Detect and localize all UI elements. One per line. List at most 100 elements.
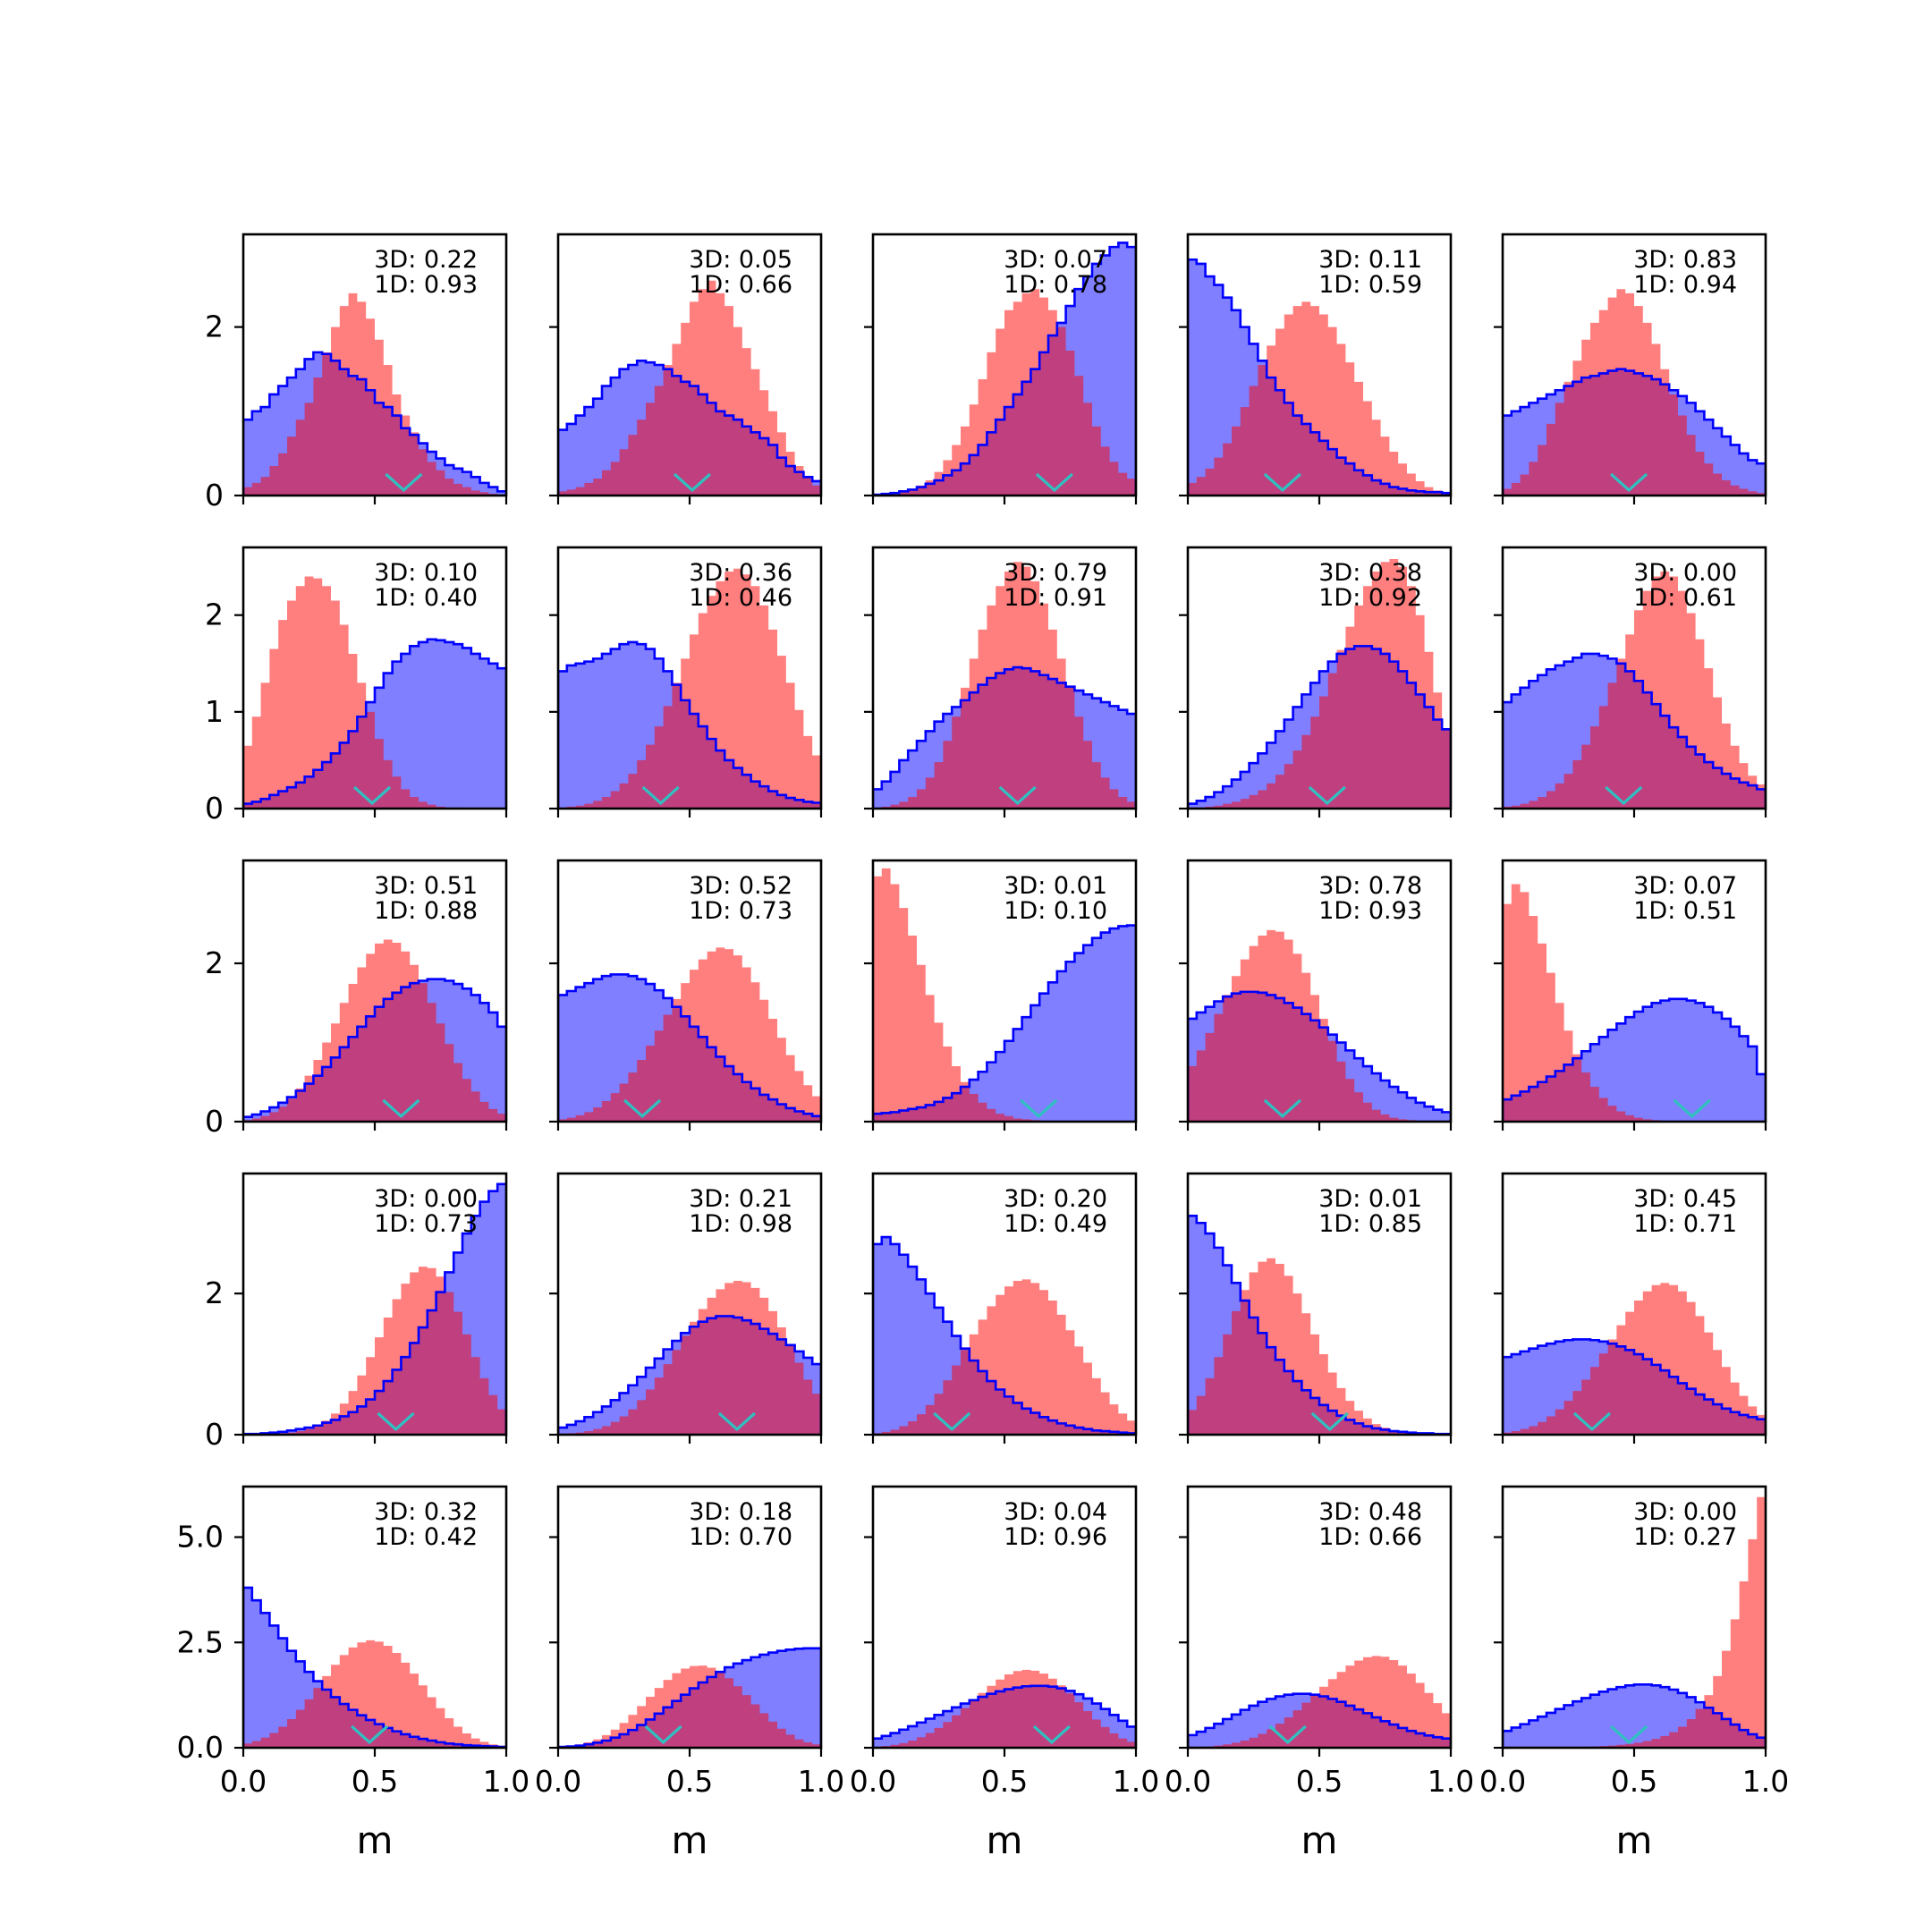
annotation-1d: 1D: 0.96 [1004, 1523, 1107, 1551]
annotation-3d: 3D: 0.48 [1318, 1498, 1422, 1526]
plot-area [243, 576, 506, 809]
series-b-fill [243, 576, 506, 809]
annotation-1d: 1D: 0.27 [1633, 1523, 1737, 1551]
y-tick-label: 5.0 [177, 1520, 224, 1555]
median-marker [1673, 1098, 1711, 1119]
series-b-fill [1188, 1258, 1451, 1435]
annotation-1d: 1D: 0.91 [1004, 584, 1107, 612]
annotation-3d: 3D: 0.00 [374, 1185, 478, 1213]
series-b-fill [1503, 884, 1766, 1122]
median-marker [1308, 785, 1346, 806]
y-tick-label: 0 [205, 478, 224, 513]
series-a-outline [1503, 1683, 1766, 1748]
annotation-3d: 3D: 0.79 [1004, 559, 1107, 587]
annotation-3d: 3D: 0.01 [1318, 1185, 1422, 1213]
median-marker [1032, 1724, 1071, 1745]
series-a-outline [873, 242, 1136, 496]
series-b-fill [558, 1665, 821, 1748]
x-tick-label: 1.0 [798, 1764, 844, 1799]
annotation-3d: 3D: 0.11 [1318, 246, 1422, 274]
series-a-outline [1188, 990, 1451, 1122]
annotation-1d: 1D: 0.73 [689, 897, 792, 925]
annotation-3d: 3D: 0.04 [1004, 1498, 1107, 1526]
y-tick-label: 2.5 [177, 1624, 224, 1659]
series-a-outline [243, 1586, 506, 1748]
plot-area [1503, 884, 1766, 1122]
annotation-1d: 1D: 0.71 [1633, 1210, 1737, 1238]
x-tick-label: 1.0 [483, 1764, 530, 1799]
x-tick-label: 0.5 [666, 1764, 713, 1799]
median-marker [644, 1724, 682, 1745]
median-marker [377, 1411, 415, 1432]
y-tick-label: 0 [205, 791, 224, 826]
plot-area [873, 242, 1136, 496]
series-a-outline [1503, 652, 1766, 809]
series-b-fill [873, 868, 1136, 1122]
x-tick-label: 0.0 [1165, 1764, 1211, 1799]
annotation-1d: 1D: 0.88 [374, 897, 478, 925]
y-tick-label: 2 [205, 597, 224, 632]
annotation-3d: 3D: 0.00 [1633, 559, 1737, 587]
x-tick-label: 1.0 [1742, 1764, 1789, 1799]
series-b-fill [243, 1267, 506, 1435]
series-a-outline [873, 924, 1136, 1122]
x-axis-label: m [1616, 1818, 1653, 1862]
median-marker [998, 785, 1037, 806]
series-a-outline [873, 1235, 1136, 1435]
plot-area [558, 1647, 821, 1748]
series-b-fill [1503, 572, 1766, 809]
median-marker [1268, 1724, 1307, 1745]
median-marker [623, 1098, 662, 1119]
series-b-fill [1503, 1496, 1766, 1748]
series-a-outline [1188, 1215, 1451, 1435]
plot-area [1188, 1656, 1451, 1748]
median-marker [352, 785, 392, 806]
plot-area [558, 1280, 821, 1435]
y-tick-label: 1 [205, 694, 224, 729]
series-a-outline [1188, 1692, 1451, 1748]
series-b-fill [1188, 301, 1451, 496]
annotation-1d: 1D: 0.70 [689, 1523, 792, 1551]
series-b-fill [558, 568, 821, 809]
y-tick-label: 2 [205, 309, 224, 344]
annotation-3d: 3D: 0.36 [689, 559, 792, 587]
annotation-1d: 1D: 0.93 [374, 271, 478, 299]
median-marker [641, 785, 680, 806]
annotation-1d: 1D: 0.10 [1004, 897, 1107, 925]
series-a-outline [873, 1684, 1136, 1748]
plot-area [873, 562, 1136, 809]
median-marker [1610, 1724, 1648, 1745]
annotation-1d: 1D: 0.42 [374, 1523, 478, 1551]
series-a-outline [558, 973, 821, 1122]
annotation-3d: 3D: 0.51 [374, 872, 478, 900]
series-b-fill [873, 1669, 1136, 1748]
series-b-fill [558, 947, 821, 1122]
y-tick-label: 0.0 [177, 1730, 224, 1765]
x-axis-label: m [672, 1818, 708, 1862]
series-a-fill [873, 925, 1136, 1122]
plot-area [243, 1586, 506, 1748]
annotation-1d: 1D: 0.98 [689, 1210, 792, 1238]
annotation-1d: 1D: 0.92 [1318, 584, 1422, 612]
annotation-3d: 3D: 0.00 [1633, 1498, 1737, 1526]
median-marker [1572, 1411, 1612, 1432]
x-tick-label: 0.5 [1296, 1764, 1343, 1799]
x-tick-label: 0.0 [850, 1764, 896, 1799]
series-a-outline [558, 1315, 821, 1435]
annotation-1d: 1D: 0.94 [1633, 271, 1737, 299]
annotation-3d: 3D: 0.32 [374, 1498, 478, 1526]
